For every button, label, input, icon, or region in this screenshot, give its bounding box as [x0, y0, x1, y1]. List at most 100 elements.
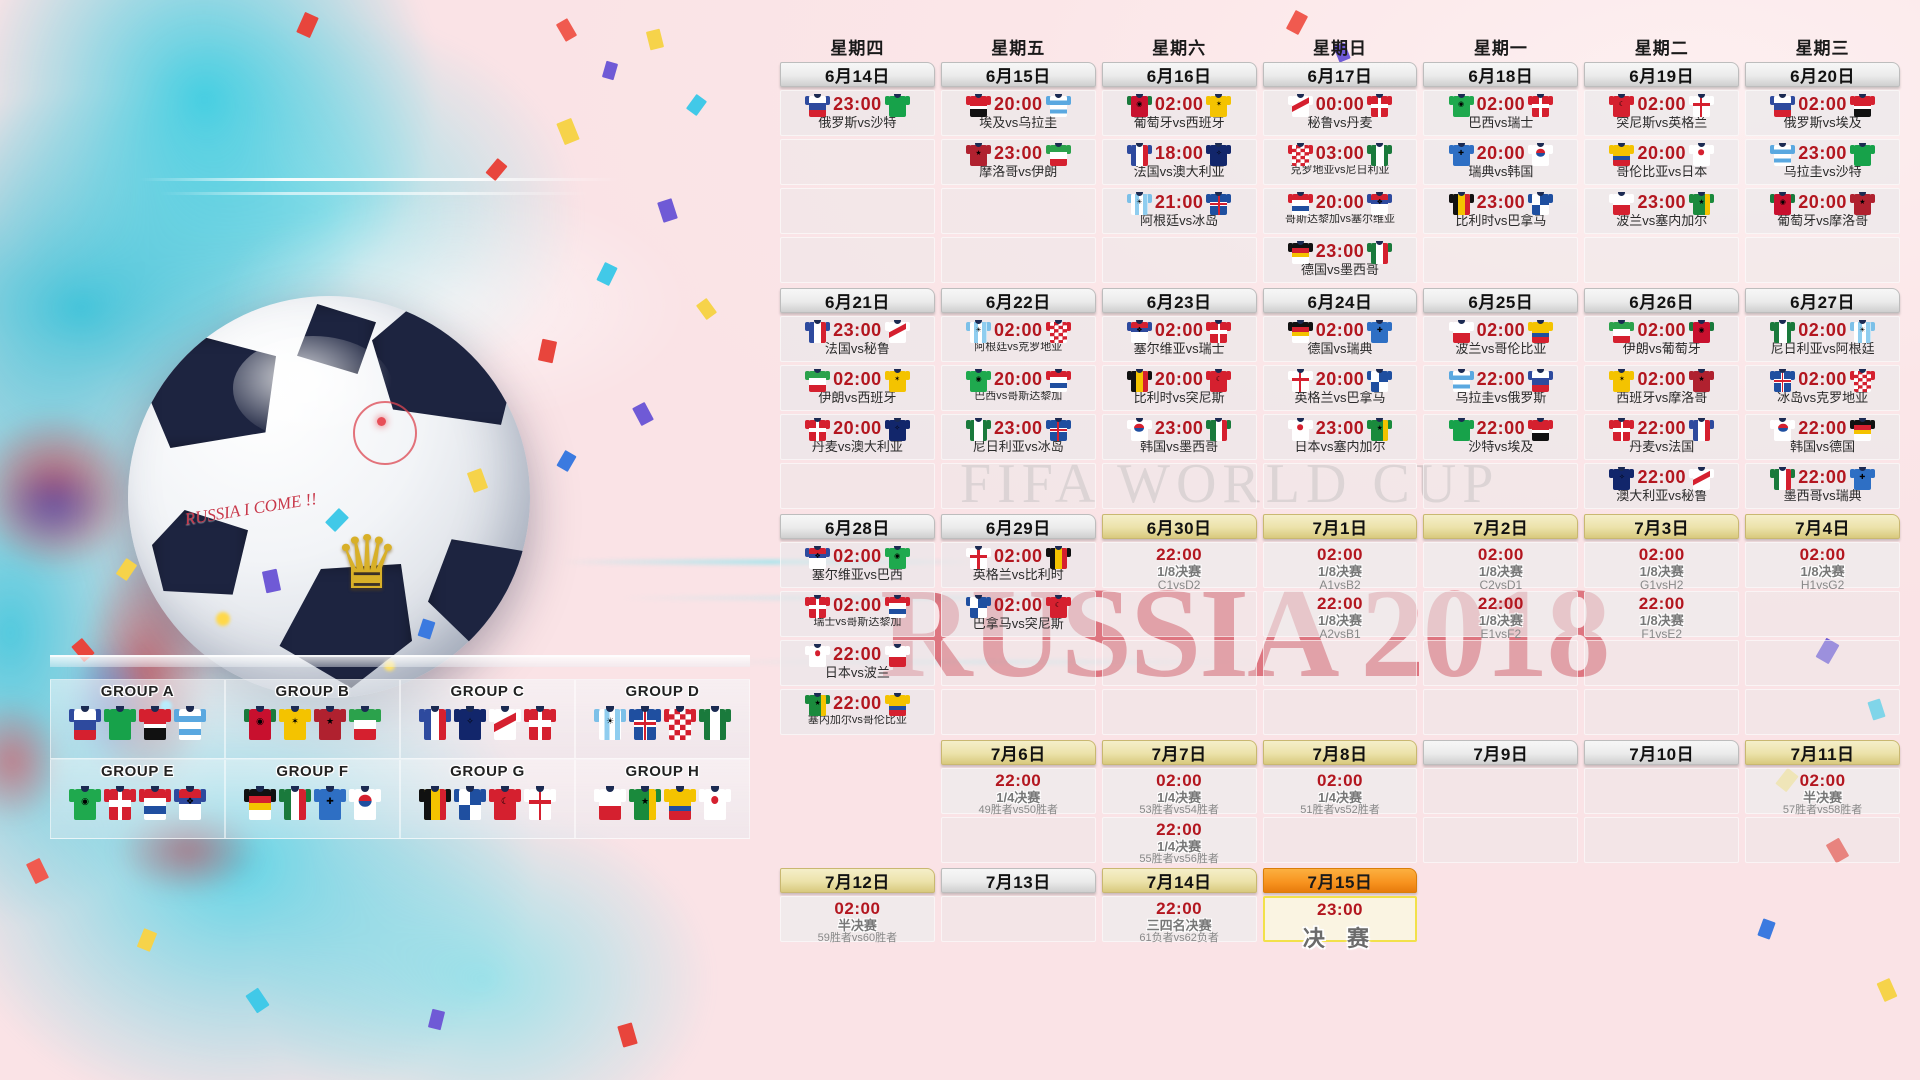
date-header-7月2日[interactable]: 7月2日: [1423, 514, 1579, 539]
group-match-slot[interactable]: 00:00 秘鲁vs丹麦: [1262, 90, 1418, 136]
group-cell-group-a[interactable]: GROUP A: [50, 679, 225, 759]
knockout-match-slot[interactable]: 02:00 半决赛 59胜者vs60胜者: [780, 896, 935, 943]
group-match-slot[interactable]: 22:00 韩国vs德国: [1745, 414, 1900, 460]
group-match-slot[interactable]: 22:00 丹麦vs法国: [1584, 414, 1740, 460]
date-header-6月20日[interactable]: 6月20日: [1745, 62, 1900, 87]
group-match-slot[interactable]: 23:00 比利时vs巴拿马: [1423, 188, 1579, 234]
group-match-slot[interactable]: ◉ 20:00 ★ 葡萄牙vs摩洛哥: [1745, 188, 1900, 234]
date-header-6月25日[interactable]: 6月25日: [1423, 288, 1579, 313]
date-header-6月27日[interactable]: 6月27日: [1745, 288, 1900, 313]
group-cell-group-h[interactable]: GROUP H ★: [575, 759, 750, 839]
group-cell-group-b[interactable]: GROUP B ◉ ✶ ★: [225, 679, 400, 759]
group-match-slot[interactable]: 23:00 ★ 波兰vs塞内加尔: [1584, 188, 1740, 234]
group-match-slot[interactable]: 02:00 瑞士vs哥斯达黎加: [780, 591, 935, 637]
group-match-slot[interactable]: 18:00 ✧ 法国vs澳大利亚: [1101, 139, 1257, 185]
date-header-6月21日[interactable]: 6月21日: [780, 288, 935, 313]
date-header-6月17日[interactable]: 6月17日: [1262, 62, 1418, 87]
date-header-6月24日[interactable]: 6月24日: [1262, 288, 1418, 313]
date-header-6月30日[interactable]: 6月30日: [1101, 514, 1257, 539]
group-match-slot[interactable]: ◉ 02:00 ✶ 葡萄牙vs西班牙: [1101, 90, 1257, 136]
knockout-match-slot[interactable]: 02:00 1/8决赛 H1vsG2: [1745, 542, 1900, 591]
date-header-6月14日[interactable]: 6月14日: [780, 62, 935, 87]
knockout-match-slot[interactable]: 02:00 1/8决赛 G1vsH2: [1584, 542, 1740, 591]
knockout-match-slot[interactable]: 02:00 半决赛 57胜者vs58胜者: [1745, 768, 1900, 815]
knockout-match-slot[interactable]: 02:00 1/4决赛 53胜者vs54胜者: [1101, 768, 1257, 815]
group-match-slot[interactable]: ☾ 02:00 突尼斯vs英格兰: [1584, 90, 1740, 136]
group-match-slot[interactable]: 20:00 ❖ 哥斯达黎加vs塞尔维亚: [1262, 188, 1418, 234]
group-match-slot[interactable]: ★ 22:00 塞内加尔vs哥伦比亚: [780, 689, 935, 735]
date-header-6月19日[interactable]: 6月19日: [1584, 62, 1740, 87]
date-header-7月11日[interactable]: 7月11日: [1745, 740, 1900, 765]
group-match-slot[interactable]: 23:00 ★ 日本vs塞内加尔: [1262, 414, 1418, 460]
final-match-slot[interactable]: 23:00 决 赛: [1262, 896, 1418, 951]
group-match-slot[interactable]: ☀ 02:00 阿根廷vs克罗地亚: [940, 316, 1096, 362]
group-match-slot[interactable]: ◉ 20:00 巴西vs哥斯达黎加: [940, 365, 1096, 411]
group-match-slot[interactable]: 23:00 韩国vs墨西哥: [1101, 414, 1257, 460]
date-header-7月7日[interactable]: 7月7日: [1101, 740, 1257, 765]
group-match-slot[interactable]: 02:00 ◉ 伊朗vs葡萄牙: [1584, 316, 1740, 362]
group-match-slot[interactable]: 02:00 ✚ 德国vs瑞典: [1262, 316, 1418, 362]
group-match-slot[interactable]: 02:00 ☾ 巴拿马vs突尼斯: [940, 591, 1096, 637]
group-match-slot[interactable]: 02:00 ☀ 尼日利亚vs阿根廷: [1745, 316, 1900, 362]
knockout-match-slot[interactable]: 02:00 1/4决赛 51胜者vs52胜者: [1262, 768, 1418, 815]
date-header-7月6日[interactable]: 7月6日: [940, 740, 1096, 765]
knockout-match-slot[interactable]: 22:00 1/4决赛 55胜者vs56胜者: [1101, 817, 1257, 864]
date-header-6月16日[interactable]: 6月16日: [1101, 62, 1257, 87]
group-match-slot[interactable]: 20:00 哥伦比亚vs日本: [1584, 139, 1740, 185]
group-match-slot[interactable]: 20:00 英格兰vs巴拿马: [1262, 365, 1418, 411]
knockout-match-slot[interactable]: 02:00 1/8决赛 C2vsD1: [1423, 542, 1579, 591]
knockout-match-slot[interactable]: 22:00 1/4决赛 49胜者vs50胜者: [940, 768, 1096, 815]
group-match-slot[interactable]: 20:00 埃及vs乌拉圭: [940, 90, 1096, 136]
group-match-slot[interactable]: 20:00 ✧ 丹麦vs澳大利亚: [780, 414, 935, 460]
group-cell-group-d[interactable]: GROUP D ☀: [575, 679, 750, 759]
group-match-slot[interactable]: 23:00 法国vs秘鲁: [780, 316, 935, 362]
group-match-slot[interactable]: 02:00 波兰vs哥伦比亚: [1423, 316, 1579, 362]
group-match-slot[interactable]: 22:00 ✚ 墨西哥vs瑞典: [1745, 463, 1900, 509]
date-header-6月28日[interactable]: 6月28日: [780, 514, 935, 539]
group-cell-group-e[interactable]: GROUP E ◉ ❖: [50, 759, 225, 839]
group-match-slot[interactable]: ❖ 02:00 ◉ 塞尔维亚vs巴西: [780, 542, 935, 588]
date-header-7月15日[interactable]: 7月15日: [1262, 868, 1418, 893]
group-match-slot[interactable]: 03:00 克罗地亚vs尼日利亚: [1262, 139, 1418, 185]
group-match-slot[interactable]: ◉ 02:00 巴西vs瑞士: [1423, 90, 1579, 136]
group-match-slot[interactable]: 22:00 乌拉圭vs俄罗斯: [1423, 365, 1579, 411]
knockout-match-slot[interactable]: 22:00 1/8决赛 A2vsB1: [1262, 591, 1418, 640]
group-match-slot[interactable]: ★ 23:00 摩洛哥vs伊朗: [940, 139, 1096, 185]
date-header-6月22日[interactable]: 6月22日: [940, 288, 1096, 313]
date-header-6月29日[interactable]: 6月29日: [940, 514, 1096, 539]
group-match-slot[interactable]: 20:00 ☾ 比利时vs突尼斯: [1101, 365, 1257, 411]
knockout-match-slot[interactable]: 22:00 1/8决赛 E1vsF2: [1423, 591, 1579, 640]
date-header-7月9日[interactable]: 7月9日: [1423, 740, 1579, 765]
group-match-slot[interactable]: ✧ 22:00 澳大利亚vs秘鲁: [1584, 463, 1740, 509]
group-match-slot[interactable]: ✶ 02:00 ★ 西班牙vs摩洛哥: [1584, 365, 1740, 411]
group-match-slot[interactable]: ☀ 21:00 阿根廷vs冰岛: [1101, 188, 1257, 234]
group-match-slot[interactable]: 02:00 俄罗斯vs埃及: [1745, 90, 1900, 136]
knockout-match-slot[interactable]: 02:00 1/8决赛 A1vsB2: [1262, 542, 1418, 591]
knockout-match-slot[interactable]: 22:00 三四名决赛 61负者vs62负者: [1101, 896, 1257, 943]
group-cell-group-f[interactable]: GROUP F ✚: [225, 759, 400, 839]
date-header-6月15日[interactable]: 6月15日: [940, 62, 1096, 87]
date-header-6月18日[interactable]: 6月18日: [1423, 62, 1579, 87]
date-header-6月23日[interactable]: 6月23日: [1101, 288, 1257, 313]
group-match-slot[interactable]: 23:00 俄罗斯vs沙特: [780, 90, 935, 136]
group-match-slot[interactable]: ✚ 20:00 瑞典vs韩国: [1423, 139, 1579, 185]
date-header-7月3日[interactable]: 7月3日: [1584, 514, 1740, 539]
knockout-match-slot[interactable]: 22:00 1/8决赛 C1vsD2: [1101, 542, 1257, 591]
group-match-slot[interactable]: 02:00 冰岛vs克罗地亚: [1745, 365, 1900, 411]
group-match-slot[interactable]: 22:00 沙特vs埃及: [1423, 414, 1579, 460]
date-header-7月12日[interactable]: 7月12日: [780, 868, 935, 893]
group-match-slot[interactable]: 23:00 德国vs墨西哥: [1262, 237, 1418, 283]
date-header-7月10日[interactable]: 7月10日: [1584, 740, 1740, 765]
group-match-slot[interactable]: 23:00 乌拉圭vs沙特: [1745, 139, 1900, 185]
date-header-7月14日[interactable]: 7月14日: [1101, 868, 1257, 893]
date-header-7月8日[interactable]: 7月8日: [1262, 740, 1418, 765]
knockout-match-slot[interactable]: 22:00 1/8决赛 F1vsE2: [1584, 591, 1740, 640]
date-header-7月1日[interactable]: 7月1日: [1262, 514, 1418, 539]
date-header-7月4日[interactable]: 7月4日: [1745, 514, 1900, 539]
group-match-slot[interactable]: ❖ 02:00 塞尔维亚vs瑞士: [1101, 316, 1257, 362]
date-header-7月13日[interactable]: 7月13日: [940, 868, 1096, 893]
group-match-slot[interactable]: 22:00 日本vs波兰: [780, 640, 935, 686]
group-match-slot[interactable]: 23:00 尼日利亚vs冰岛: [940, 414, 1096, 460]
date-header-6月26日[interactable]: 6月26日: [1584, 288, 1740, 313]
group-cell-group-c[interactable]: GROUP C ✧: [400, 679, 575, 759]
